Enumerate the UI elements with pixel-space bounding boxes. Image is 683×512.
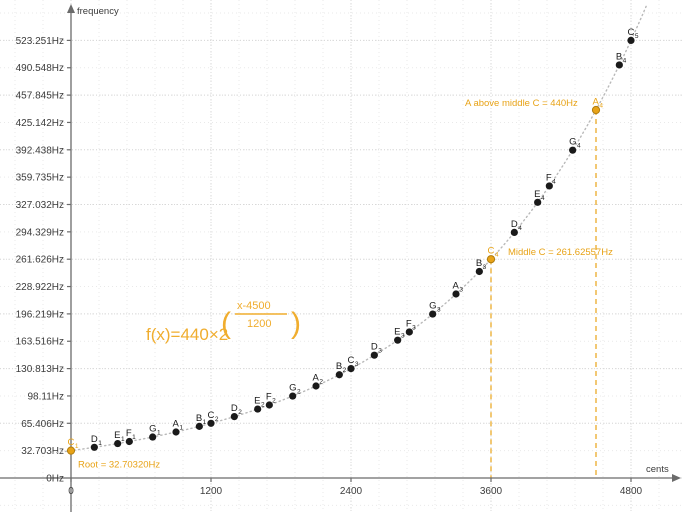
data-point-label-G2: G2 (289, 383, 301, 396)
data-point-label-E2: E2 (254, 396, 265, 409)
x-tick-label: 0 (68, 486, 74, 497)
data-point-B2[interactable] (335, 371, 343, 379)
data-point-C5[interactable] (627, 36, 635, 44)
data-point-label-B4: B4 (616, 51, 627, 64)
y-tick-label: 98.11Hz (27, 391, 64, 402)
y-tick-label: 294.329Hz (16, 227, 64, 238)
data-point-F3[interactable] (405, 328, 413, 336)
y-tick-label: 490.548Hz (16, 63, 64, 74)
data-point-D4[interactable] (510, 228, 518, 237)
y-tick-label: 228.922Hz (16, 282, 64, 293)
y-tick-label: 359.735Hz (16, 173, 64, 184)
data-point-F2[interactable] (265, 401, 273, 409)
x-axis-arrow (672, 474, 681, 482)
y-tick-label: 32.703Hz (21, 446, 64, 457)
data-point-C3[interactable] (347, 364, 355, 373)
data-point-label-C3: C3 (348, 355, 359, 368)
data-point-E3[interactable] (394, 336, 402, 344)
data-point-label-B2: B2 (336, 361, 347, 374)
data-point-label-D4: D4 (511, 219, 522, 232)
y-tick-label: 523.251Hz (16, 36, 64, 47)
data-point-B4[interactable] (615, 61, 623, 69)
data-point-A1[interactable] (172, 428, 180, 436)
data-point-label-C4: C4 (488, 246, 499, 259)
data-point-label-B3: B3 (476, 258, 487, 271)
y-axis-title: frequency (77, 6, 119, 17)
y-tick-label: 130.813Hz (16, 364, 64, 375)
data-point-label-C2: C2 (208, 410, 219, 423)
data-point-label-E1: E1 (114, 430, 125, 443)
data-point-label-A2: A2 (313, 373, 324, 386)
formula-denominator: 1200 (247, 318, 271, 330)
data-point-label-E4: E4 (534, 189, 545, 202)
data-point-A4[interactable] (591, 105, 601, 115)
data-point-E1[interactable] (114, 439, 122, 448)
a440-annotation: A above middle C = 440Hz (465, 98, 578, 109)
data-point-B1[interactable] (195, 422, 203, 430)
x-tick-label: 3600 (480, 486, 503, 497)
data-point-D3[interactable] (370, 351, 378, 359)
data-point-label-A4: A4 (593, 97, 604, 110)
y-tick-label: 261.626Hz (16, 255, 64, 266)
data-point-G1[interactable] (149, 433, 157, 441)
root-annotation: Root = 32.70320Hz (78, 460, 160, 471)
data-point-label-C1: C1 (68, 437, 79, 450)
data-point-label-D1: D1 (91, 434, 102, 447)
data-point-G4[interactable] (569, 146, 577, 154)
y-tick-label: 327.032Hz (16, 200, 64, 211)
data-point-E2[interactable] (254, 405, 262, 413)
data-point-C4[interactable] (486, 255, 496, 264)
frequency-curve (51, 2, 649, 454)
x-tick-label: 4800 (620, 486, 643, 497)
y-tick-label: 163.516Hz (16, 337, 64, 348)
data-point-A3[interactable] (452, 290, 460, 298)
data-point-D2[interactable] (230, 413, 238, 421)
x-tick-label: 1200 (200, 486, 223, 497)
x-tick-label: 2400 (340, 486, 363, 497)
data-point-F1[interactable] (125, 437, 133, 446)
data-point-C1[interactable] (66, 446, 76, 455)
formula-lead: f(x)=440×2 (146, 325, 228, 344)
data-point-label-B1: B1 (196, 413, 207, 426)
data-point-label-A3: A3 (453, 281, 464, 294)
data-point-label-G1: G1 (149, 424, 161, 437)
data-point-label-C5: C5 (628, 27, 639, 40)
data-point-label-D3: D3 (371, 342, 382, 355)
y-tick-label: 392.438Hz (16, 145, 64, 156)
data-point-C2[interactable] (207, 419, 215, 427)
data-point-label-D2: D2 (231, 403, 242, 416)
formula-numerator: x-4500 (237, 300, 271, 312)
y-axis-arrow (67, 4, 75, 13)
formula-open-paren: ( (221, 307, 231, 340)
data-point-label-F1: F1 (126, 428, 136, 441)
y-tick-label: 457.845Hz (16, 91, 64, 102)
y-tick-label: 196.219Hz (16, 309, 64, 320)
formula-close-paren: ) (291, 307, 301, 340)
data-point-G3[interactable] (429, 310, 437, 318)
data-point-F4[interactable] (545, 182, 553, 190)
data-point-G2[interactable] (289, 392, 297, 400)
data-point-B3[interactable] (475, 267, 483, 276)
data-point-A2[interactable] (312, 382, 320, 390)
y-tick-label: 65.406Hz (21, 419, 64, 430)
data-point-E4[interactable] (534, 198, 542, 206)
x-axis-title: cents (646, 464, 669, 475)
data-point-label-F4: F4 (546, 172, 556, 185)
data-point-label-G4: G4 (569, 137, 581, 150)
y-tick-label: 425.142Hz (16, 118, 64, 129)
data-point-label-F2: F2 (266, 391, 276, 404)
data-point-label-A1: A1 (173, 419, 184, 432)
data-point-label-F3: F3 (406, 318, 416, 331)
data-point-D1[interactable] (90, 443, 98, 451)
y-tick-label: 0Hz (46, 474, 64, 485)
middle-c-annotation: Middle C = 261.62557Hz (508, 247, 613, 258)
data-point-label-E3: E3 (394, 327, 405, 340)
data-point-label-G3: G3 (429, 301, 441, 314)
